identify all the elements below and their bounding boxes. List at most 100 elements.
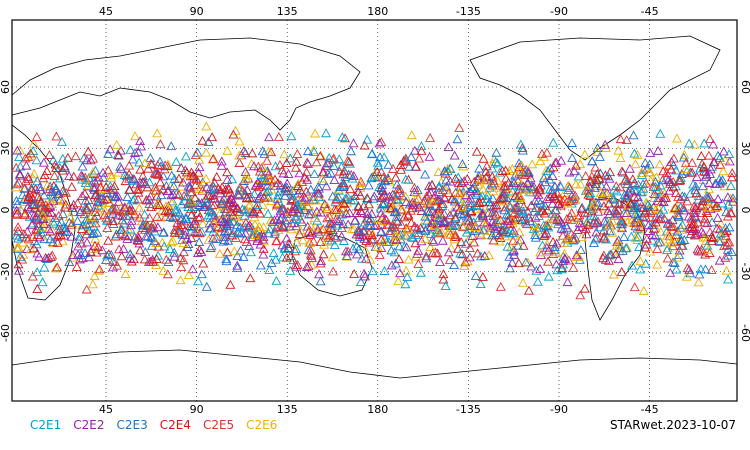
bottom-tick-label: 135: [277, 403, 298, 416]
observation-marker: [384, 191, 395, 201]
observation-marker: [507, 214, 518, 224]
observation-marker: [559, 253, 570, 263]
observation-marker: [228, 216, 239, 226]
observation-marker: [321, 230, 332, 240]
observation-marker: [722, 192, 733, 202]
observation-marker: [714, 236, 725, 246]
observation-marker: [638, 183, 649, 193]
observation-marker: [401, 223, 412, 233]
observation-marker: [695, 163, 706, 173]
observation-marker: [269, 174, 280, 184]
observation-marker: [103, 148, 114, 158]
right-tick-label: -60: [739, 324, 750, 342]
observation-marker: [432, 225, 443, 235]
observation-marker: [254, 166, 265, 176]
observation-marker: [500, 165, 511, 175]
observation-marker: [130, 131, 141, 141]
observation-marker: [15, 252, 26, 262]
observation-marker: [601, 216, 612, 226]
observation-marker: [108, 256, 118, 266]
observation-marker: [21, 160, 32, 170]
observation-marker: [708, 157, 719, 167]
observation-marker: [433, 167, 444, 176]
observation-marker: [76, 238, 87, 248]
observation-marker: [571, 250, 582, 260]
observation-marker: [515, 165, 526, 175]
observation-marker: [257, 161, 268, 171]
observation-marker: [575, 159, 586, 169]
observation-marker: [243, 221, 254, 231]
observation-marker: [609, 205, 620, 215]
observation-marker: [397, 205, 408, 215]
observation-marker: [301, 186, 312, 196]
observation-marker: [359, 268, 370, 278]
observation-marker: [567, 152, 578, 162]
observation-marker: [39, 190, 50, 200]
observation-marker: [621, 243, 631, 253]
observation-marker: [412, 249, 423, 258]
observation-marker: [514, 162, 525, 172]
observation-marker: [559, 194, 570, 204]
observation-marker: [197, 135, 208, 145]
observation-marker: [227, 228, 238, 238]
observation-marker: [406, 217, 417, 227]
observation-marker: [351, 249, 362, 259]
observation-marker: [434, 203, 445, 213]
observation-marker: [720, 252, 731, 262]
observation-marker: [272, 199, 283, 209]
observation-marker: [13, 177, 24, 187]
observation-marker: [207, 132, 218, 142]
observation-marker: [420, 214, 431, 224]
observation-marker: [45, 226, 56, 236]
observation-marker: [12, 208, 23, 218]
observation-marker: [629, 191, 640, 201]
observation-marker: [701, 170, 712, 180]
observation-marker: [591, 217, 602, 227]
observation-marker: [254, 221, 265, 231]
observation-marker: [609, 210, 620, 220]
observation-marker: [658, 166, 669, 176]
observation-marker: [485, 200, 496, 210]
observation-marker: [165, 212, 176, 222]
observation-marker: [326, 235, 337, 245]
observation-marker: [76, 170, 87, 180]
observation-marker: [580, 170, 591, 180]
observation-marker: [652, 259, 663, 269]
observation-marker: [434, 182, 444, 192]
observation-marker: [374, 138, 385, 148]
observation-marker: [707, 217, 718, 227]
bottom-tick-label: 90: [190, 403, 204, 416]
observation-marker: [194, 162, 205, 172]
observation-marker: [111, 203, 122, 213]
observation-marker: [689, 204, 700, 214]
observation-marker: [48, 155, 59, 165]
observation-marker: [138, 219, 149, 229]
legend-item-c2e5: C2E5: [202, 418, 235, 432]
top-tick-label: 90: [190, 5, 204, 18]
observation-marker: [381, 215, 392, 225]
observation-marker: [153, 169, 164, 179]
observation-marker: [392, 189, 402, 199]
observation-marker: [349, 268, 360, 278]
observation-marker: [296, 188, 307, 198]
observation-marker: [161, 201, 172, 211]
observation-marker: [87, 167, 98, 177]
observation-marker: [147, 232, 157, 242]
observation-marker: [432, 215, 443, 225]
observation-marker: [719, 181, 730, 191]
observation-marker: [449, 234, 460, 244]
observation-marker: [619, 197, 630, 207]
observation-marker: [495, 281, 506, 291]
observation-marker: [324, 218, 335, 228]
right-latitude-labels: 60 30 0 -30 -60: [739, 80, 750, 342]
observation-marker: [616, 166, 627, 176]
observation-marker: [428, 236, 439, 246]
observation-marker: [693, 194, 704, 204]
observation-marker: [291, 244, 302, 254]
observation-marker: [390, 258, 401, 268]
observation-marker: [343, 156, 354, 166]
observation-marker: [401, 197, 412, 207]
observation-marker: [454, 122, 465, 132]
observation-marker: [365, 254, 376, 264]
